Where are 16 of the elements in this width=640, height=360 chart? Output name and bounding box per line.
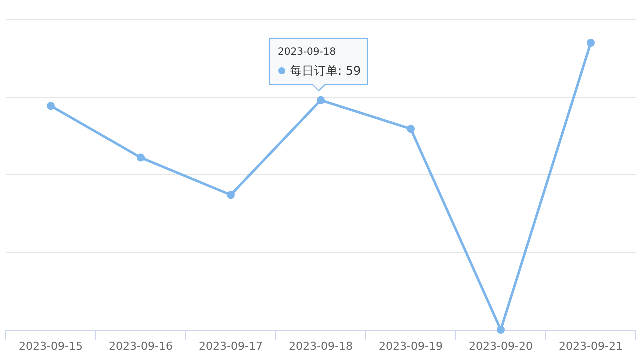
- point: [317, 96, 325, 104]
- x-tick-label: 2023-09-15: [19, 340, 83, 353]
- annotation: 每日订单: 59: [290, 64, 362, 78]
- point: [407, 125, 415, 134]
- point: [227, 191, 235, 200]
- point: [587, 39, 595, 47]
- x-tick-label: 2023-09-17: [199, 340, 263, 353]
- point: [497, 326, 505, 334]
- x-tick-label: 2023-09-20: [469, 340, 533, 353]
- x-tick-label: 2023-09-21: [559, 340, 623, 353]
- annotation: 2023-09-18: [278, 47, 336, 58]
- point: [137, 154, 145, 162]
- point: [47, 102, 55, 110]
- x-tick-label: 2023-09-19: [379, 340, 443, 353]
- x-tick-label: 2023-09-18: [289, 340, 353, 353]
- x-tick-label: 2023-09-16: [109, 340, 173, 353]
